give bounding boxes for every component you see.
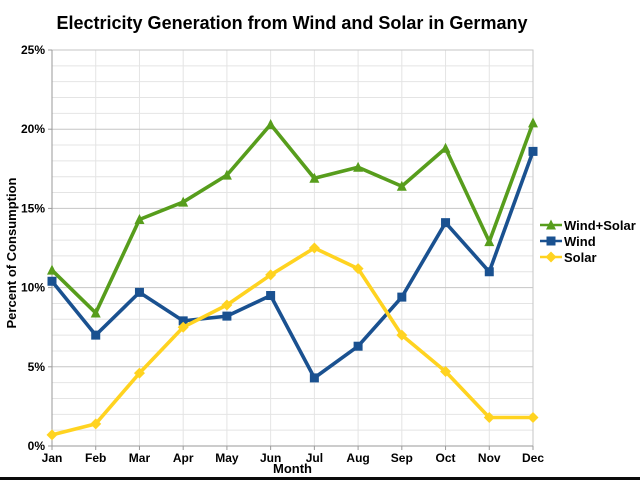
square-marker-icon: [309, 373, 319, 383]
x-tick-label: May: [215, 451, 239, 465]
triangle-marker-icon: [178, 196, 189, 207]
x-tick-label: Apr: [173, 451, 194, 465]
square-marker-icon: [222, 311, 232, 321]
x-tick-label: Jun: [260, 451, 281, 465]
diamond-marker-icon: [545, 251, 557, 263]
legend-marker-wind-solar-icon: [540, 219, 562, 230]
legend-item-wind-solar: Wind+Solar: [540, 217, 636, 233]
gridlines: [51, 49, 534, 447]
square-marker-icon: [47, 276, 57, 286]
triangle-marker-icon: [528, 117, 538, 128]
diamond-marker-icon: [352, 263, 364, 275]
legend-label: Wind+Solar: [564, 217, 636, 233]
x-tick-label: Dec: [522, 451, 544, 465]
triangle-marker-icon: [353, 161, 364, 172]
diamond-marker-icon: [265, 269, 277, 281]
legend-label: Solar: [564, 249, 597, 265]
series-wind-solar: [47, 117, 538, 318]
square-marker-icon: [484, 267, 494, 277]
triangle-marker-icon: [265, 118, 276, 129]
square-marker-icon: [266, 291, 276, 301]
diamond-marker-icon: [440, 366, 452, 378]
triangle-marker-icon: [484, 236, 495, 247]
x-axis-title: Month: [273, 461, 312, 476]
x-tick-label: Nov: [478, 451, 501, 465]
x-tick-label: Jan: [42, 451, 63, 465]
triangle-marker-icon: [90, 307, 101, 318]
axis-ticks: 0% 5% 10% 15% 20% 25% Jan Feb Mar Apr May Jun Jul Aug…: [21, 43, 544, 465]
y-tick-label: 25%: [21, 43, 45, 57]
legend-marker-wind-icon: [540, 236, 562, 246]
window-bottom-edge: [0, 477, 640, 480]
diamond-marker-icon: [308, 242, 320, 254]
series-line-wind: [50, 149, 535, 380]
triangle-marker-icon: [396, 180, 407, 191]
square-marker-icon: [134, 287, 144, 297]
series-solar: [46, 242, 539, 441]
square-marker-icon: [91, 330, 101, 340]
square-marker-icon: [441, 218, 451, 228]
x-tick-label: Sep: [391, 451, 413, 465]
x-tick-label: Jul: [306, 451, 323, 465]
y-tick-label: 5%: [28, 360, 46, 374]
diamond-marker-icon: [396, 329, 408, 341]
diamond-marker-icon: [90, 418, 102, 430]
chart-title: Electricity Generation from Wind and Sol…: [56, 13, 528, 33]
y-tick-label: 15%: [21, 201, 45, 215]
triangle-marker-icon: [47, 264, 57, 275]
legend: Wind+Solar Wind Solar: [540, 217, 636, 265]
legend-item-wind: Wind: [540, 233, 636, 249]
square-marker-icon: [546, 236, 556, 246]
triangle-marker-icon: [221, 169, 232, 180]
legend-label: Wind: [564, 233, 596, 249]
square-marker-icon: [178, 316, 188, 326]
triangle-marker-icon: [546, 219, 556, 230]
diamond-marker-icon: [177, 321, 189, 333]
x-tick-label: Oct: [436, 451, 456, 465]
series-line-wind-solar: [50, 121, 535, 315]
y-tick-label: 20%: [21, 122, 45, 136]
legend-item-solar: Solar: [540, 249, 636, 265]
square-marker-icon: [528, 146, 538, 156]
y-tick-label: 0%: [28, 439, 46, 453]
diamond-marker-icon: [221, 299, 233, 311]
diamond-marker-icon: [46, 429, 58, 441]
x-tick-label: Aug: [346, 451, 369, 465]
legend-marker-solar-icon: [540, 251, 562, 263]
triangle-marker-icon: [309, 172, 320, 183]
series-line-solar: [50, 246, 535, 437]
triangle-marker-icon: [440, 142, 451, 153]
square-marker-icon: [353, 341, 363, 351]
diamond-marker-icon: [527, 411, 539, 423]
square-marker-icon: [397, 292, 407, 302]
diamond-marker-icon: [483, 411, 495, 423]
y-tick-label: 10%: [21, 281, 45, 295]
triangle-marker-icon: [134, 213, 145, 224]
diamond-marker-icon: [133, 367, 145, 379]
x-tick-label: Mar: [129, 451, 151, 465]
x-tick-label: Feb: [85, 451, 106, 465]
series-wind: [47, 146, 538, 383]
